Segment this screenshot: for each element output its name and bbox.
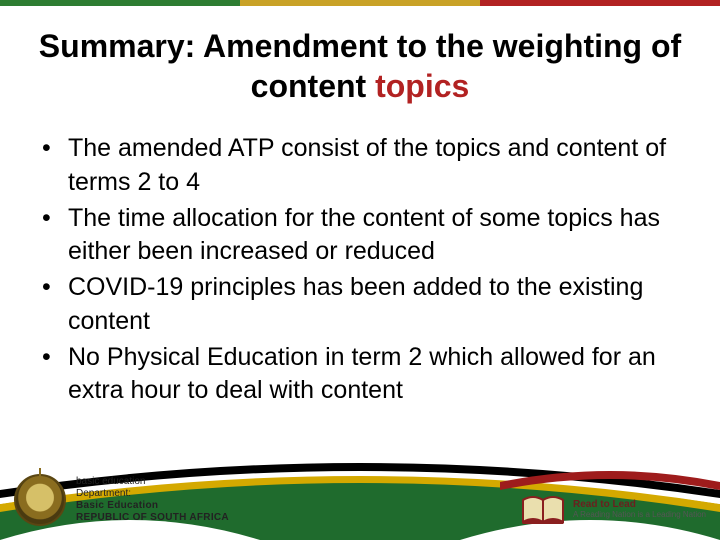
top-accent-bar: [0, 0, 720, 6]
list-item: The amended ATP consist of the topics an…: [38, 132, 690, 200]
list-item: The time allocation for the content of s…: [38, 202, 690, 270]
footer-left-branding: basic education Department: Basic Educat…: [14, 474, 229, 526]
dept-line2: Department:: [76, 488, 229, 500]
list-item: COVID-19 principles has been added to th…: [38, 271, 690, 339]
dept-line3a: Basic Education: [76, 500, 229, 512]
read-line2: A Reading Nation is a Leading Nation: [573, 510, 706, 519]
slide-title: Summary: Amendment to the weighting of c…: [30, 26, 690, 106]
accent-band-gold: [240, 0, 480, 6]
dept-line3b: REPUBLIC OF SOUTH AFRICA: [76, 512, 229, 524]
bullet-text: COVID-19 principles has been added to th…: [68, 273, 643, 335]
open-book-icon: [521, 492, 565, 526]
title-highlight: topics: [375, 68, 469, 104]
bullet-text: The amended ATP consist of the topics an…: [68, 134, 666, 196]
title-prefix: Summary: Amendment to the weighting of c…: [39, 28, 681, 104]
read-line1: Read to Lead: [573, 499, 706, 511]
coat-of-arms-icon: [14, 474, 66, 526]
department-text: basic education Department: Basic Educat…: [76, 476, 229, 524]
list-item: No Physical Education in term 2 which al…: [38, 341, 690, 409]
dept-line1: basic education: [76, 476, 229, 488]
bullet-text: No Physical Education in term 2 which al…: [68, 343, 656, 405]
accent-band-red: [480, 0, 720, 6]
footer-right-branding: Read to Lead A Reading Nation is a Leadi…: [521, 492, 706, 526]
accent-band-green: [0, 0, 240, 6]
slide-footer: basic education Department: Basic Educat…: [0, 440, 720, 540]
bullet-list: The amended ATP consist of the topics an…: [30, 132, 690, 408]
read-to-lead-text: Read to Lead A Reading Nation is a Leadi…: [573, 499, 706, 520]
bullet-text: The time allocation for the content of s…: [68, 204, 660, 266]
slide-content: Summary: Amendment to the weighting of c…: [0, 20, 720, 440]
